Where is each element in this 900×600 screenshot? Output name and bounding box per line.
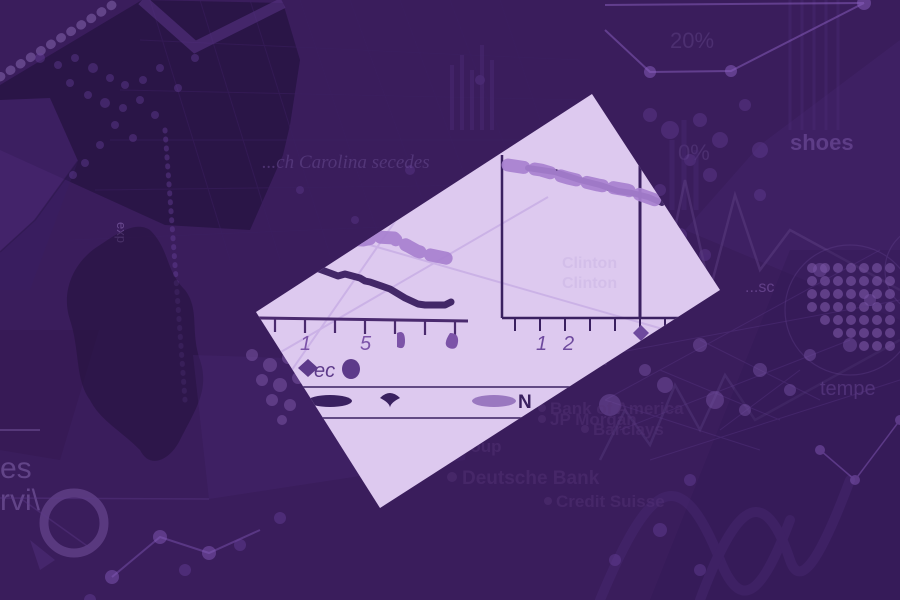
svg-text:Clinton: Clinton xyxy=(562,275,617,292)
svg-text:5: 5 xyxy=(360,333,372,355)
svg-text:es: es xyxy=(0,452,32,485)
svg-text:N: N xyxy=(518,392,532,413)
svg-text:1: 1 xyxy=(300,333,311,355)
svg-text:Clinton: Clinton xyxy=(562,255,617,272)
svg-text:Credit Suisse: Credit Suisse xyxy=(556,492,665,511)
svg-text:Barclays: Barclays xyxy=(593,420,664,439)
svg-text:shoes: shoes xyxy=(790,130,854,155)
svg-text:20%: 20% xyxy=(670,28,714,53)
svg-text:...sc: ...sc xyxy=(745,279,774,296)
svg-text:Deutsche Bank: Deutsche Bank xyxy=(462,468,600,489)
svg-text:rvi\: rvi\ xyxy=(0,484,41,517)
svg-text:ec: ec xyxy=(314,360,335,382)
svg-text:2: 2 xyxy=(562,333,574,355)
svg-text:1: 1 xyxy=(536,333,547,355)
svg-text:...ch Carolina secedes: ...ch Carolina secedes xyxy=(262,152,430,173)
